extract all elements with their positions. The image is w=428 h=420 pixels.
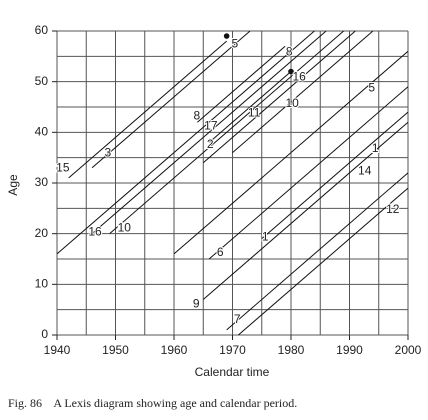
lifeline <box>56 30 315 255</box>
line-label: 16 <box>293 69 307 83</box>
y-tick-label: 10 <box>35 277 49 291</box>
lifeline <box>202 121 409 300</box>
y-tick-label: 40 <box>35 125 49 139</box>
y-tick-label: 60 <box>35 23 49 37</box>
y-axis-label: Age <box>6 174 20 196</box>
line-label: 17 <box>204 118 218 132</box>
death-point <box>288 68 294 75</box>
y-tick-label: 50 <box>35 74 49 88</box>
lifeline <box>109 30 344 235</box>
line-label: 1 <box>372 141 379 155</box>
caption: Fig. 86 A Lexis diagram showing age and … <box>8 396 297 410</box>
x-tick-label: 1940 <box>44 343 71 357</box>
y-tick-label: 30 <box>35 175 49 189</box>
x-tick-label: 1960 <box>161 343 188 357</box>
death-point <box>223 33 230 39</box>
x-tick-label: 2000 <box>395 343 422 357</box>
y-tick-label: 20 <box>35 226 49 240</box>
lifeline <box>91 30 327 235</box>
line-label: 2 <box>207 137 214 151</box>
lifeline <box>197 45 286 123</box>
line-label: 5 <box>368 80 375 94</box>
lifeline <box>202 30 356 164</box>
line-label: 5 <box>231 36 238 50</box>
line-label: 9 <box>193 296 200 310</box>
line-label: 6 <box>217 245 224 259</box>
line-label: 11 <box>248 105 261 119</box>
y-tick-label: 0 <box>41 327 48 341</box>
line-label: 3 <box>105 145 112 159</box>
line-label: 16 <box>88 224 102 238</box>
line-label: 10 <box>118 220 132 234</box>
line-label: 7 <box>234 312 241 326</box>
line-label: 1 <box>262 229 269 243</box>
lifeline <box>226 172 409 331</box>
lifeline <box>173 50 409 255</box>
lifeline <box>91 30 251 169</box>
x-tick-label: 1990 <box>336 343 363 357</box>
lifeline <box>208 86 409 260</box>
lifeline <box>68 40 227 179</box>
line-label: 8 <box>193 108 200 122</box>
x-tick-label: 1970 <box>219 343 246 357</box>
line-label: 10 <box>285 96 299 110</box>
lifeline <box>261 111 409 240</box>
line-label: 12 <box>386 202 400 216</box>
lifeline <box>232 30 374 153</box>
line-label: 15 <box>56 160 70 174</box>
lifeline <box>238 187 409 336</box>
x-axis-label: Calendar time <box>195 365 270 379</box>
line-label: 14 <box>358 164 372 178</box>
x-tick-label: 1950 <box>102 343 129 357</box>
x-tick-label: 1980 <box>278 343 305 357</box>
line-label: 8 <box>286 44 293 58</box>
lifeline <box>208 71 292 143</box>
